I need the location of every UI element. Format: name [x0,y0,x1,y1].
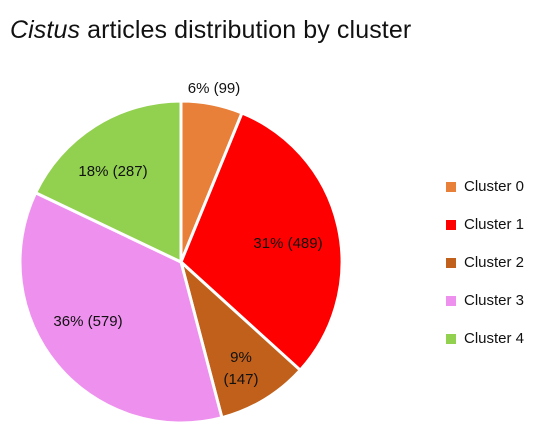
chart-title: Cistus articles distribution by cluster [10,14,411,46]
legend-swatch-cluster-3 [446,295,456,306]
data-label-cluster-3: 36% (579) [53,313,122,330]
legend-item-cluster-3: Cluster 3 [446,291,524,310]
legend-label-cluster-4: Cluster 4 [464,330,525,347]
legend-swatch-cluster-2 [446,257,456,268]
legend-item-cluster-0: Cluster 0 [446,177,524,196]
legend-swatch-cluster-0 [446,181,456,192]
legend: Cluster 0 Cluster 1 Cluster 2 Cluster 3 Clus… [446,177,524,367]
legend-label-cluster-1: Cluster 1 [464,216,525,233]
legend-label-cluster-3: Cluster 3 [464,292,525,309]
pie-slice-cluster-1 [179,111,344,372]
chart-title-italic: Cistus [10,16,81,44]
chart-title-rest: articles distribution by cluster [80,16,412,44]
legend-label-cluster-2: Cluster 2 [464,254,525,271]
pie-slice-cluster-4 [34,99,183,264]
data-label-cluster-4: 18% (287) [78,163,147,180]
legend-item-cluster-2: Cluster 2 [446,253,524,272]
legend-item-cluster-1: Cluster 1 [446,215,524,234]
pie-slice-cluster-3 [18,191,224,425]
data-label-cluster-2: 9% (147) [223,349,258,388]
legend-item-cluster-4: Cluster 4 [446,329,524,348]
legend-label-cluster-0: Cluster 0 [464,178,525,195]
data-label-cluster-1: 31% (489) [253,235,322,252]
data-label-cluster-0: 6% (99) [188,80,241,97]
legend-swatch-cluster-4 [446,333,456,344]
pie-slice-cluster-2 [179,260,302,420]
legend-swatch-cluster-1 [446,219,456,230]
